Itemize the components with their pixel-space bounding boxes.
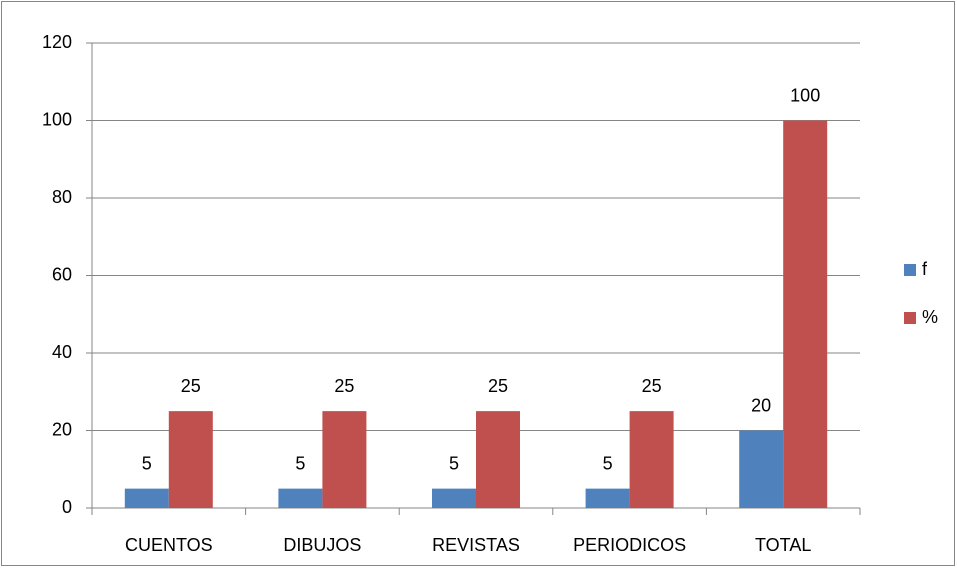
data-label: 25 <box>488 376 508 396</box>
y-tick-label: 20 <box>52 419 72 439</box>
x-tick-label: PERIODICOS <box>573 535 686 555</box>
y-tick-label: 120 <box>42 32 72 52</box>
bar <box>739 430 784 508</box>
x-tick-label: DIBUJOS <box>283 535 361 555</box>
legend-swatch <box>904 312 916 324</box>
data-label: 5 <box>603 453 613 473</box>
data-label: 25 <box>642 376 662 396</box>
bar <box>124 488 169 508</box>
data-label: 5 <box>449 453 459 473</box>
legend-label: f <box>922 259 928 279</box>
bar <box>432 488 476 508</box>
bar <box>585 488 630 508</box>
data-label: 25 <box>334 376 354 396</box>
y-tick-label: 60 <box>52 264 72 284</box>
y-tick-label: 0 <box>62 497 72 517</box>
y-tick-label: 80 <box>52 187 72 207</box>
x-tick-label: TOTAL <box>755 535 811 555</box>
y-tick-label: 40 <box>52 342 72 362</box>
bar <box>168 411 213 508</box>
x-tick-label: CUENTOS <box>125 535 213 555</box>
legend-label: % <box>922 307 938 327</box>
bar <box>629 411 674 508</box>
y-tick-label: 100 <box>42 109 72 129</box>
x-tick-label: REVISTAS <box>432 535 520 555</box>
data-label: 20 <box>751 395 771 415</box>
bar <box>783 120 828 508</box>
bar <box>322 411 367 508</box>
bar <box>278 488 323 508</box>
data-label: 25 <box>181 376 201 396</box>
legend-swatch <box>904 264 916 276</box>
bar <box>476 411 520 508</box>
data-label: 5 <box>295 453 305 473</box>
data-label: 5 <box>142 453 152 473</box>
data-label: 100 <box>790 85 820 105</box>
